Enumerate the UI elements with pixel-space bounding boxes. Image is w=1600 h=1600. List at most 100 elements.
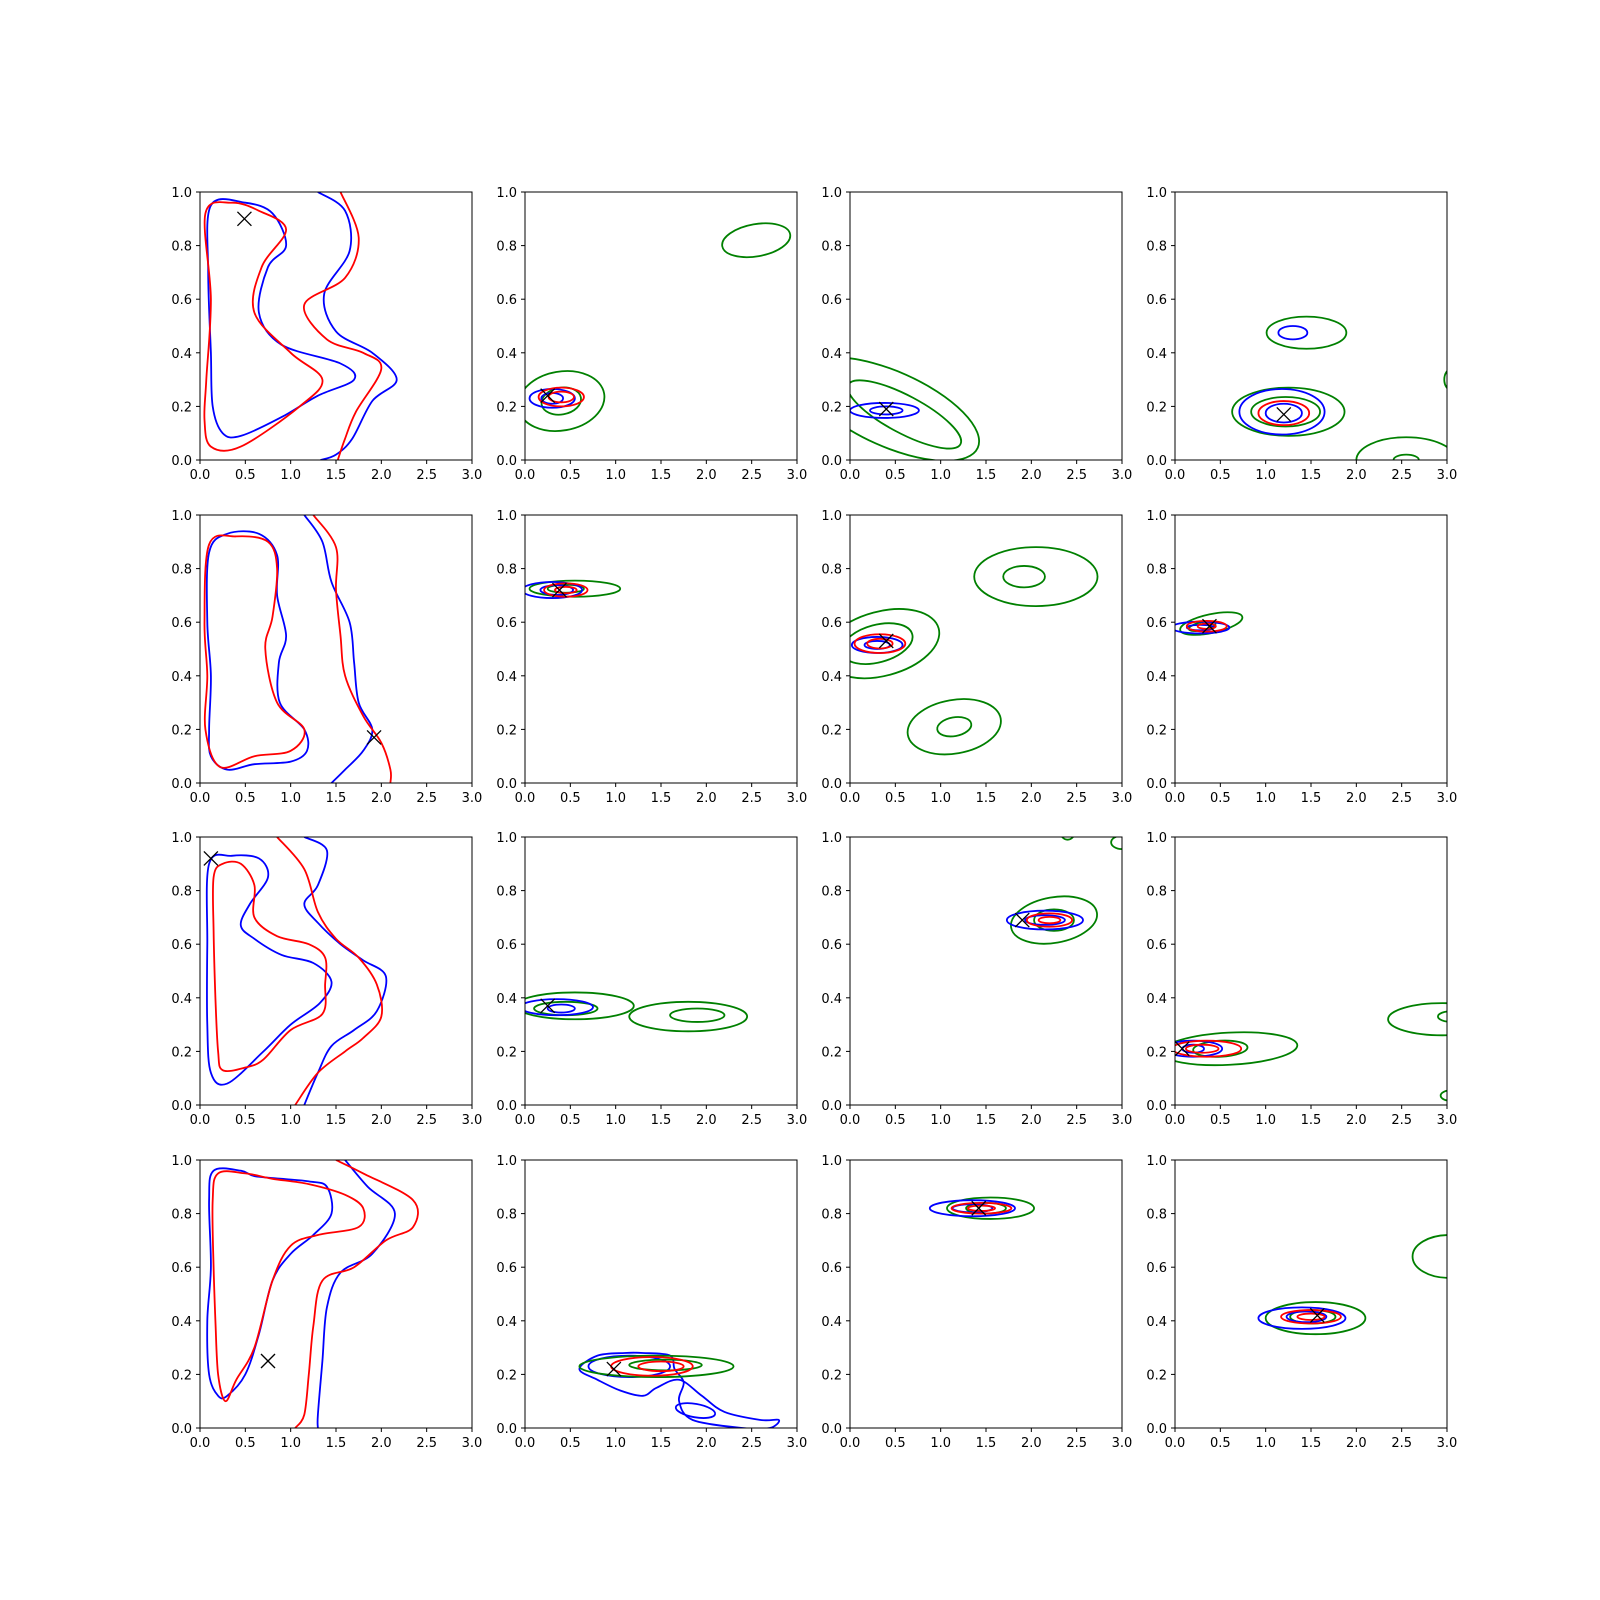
y-tick-label: 0.0 (171, 1099, 192, 1114)
y-tick-label: 0.8 (821, 1208, 842, 1223)
x-tick-label: 2.0 (1346, 1436, 1367, 1451)
y-tick-label: 1.0 (1146, 1154, 1167, 1169)
x-tick-label: 3.0 (462, 468, 483, 483)
y-tick-label: 0.4 (1146, 1315, 1167, 1330)
x-tick-label: 2.5 (1391, 791, 1412, 806)
x-tick-label: 3.0 (787, 1113, 808, 1128)
x-tick-label: 2.0 (1021, 791, 1042, 806)
x-tick-label: 1.0 (930, 1113, 951, 1128)
panel-r3c3: 0.0 0.5 1.0 1.5 2.0 2.5 3.0 0.0 0.2 0.4 0.6 0.8 1.0 (821, 831, 1132, 1128)
y-tick-label: 0.2 (1146, 400, 1167, 415)
y-tick-label: 0.0 (821, 1422, 842, 1437)
y-tick-label: 1.0 (1146, 509, 1167, 524)
blue-contour (525, 581, 584, 599)
green-contour (1033, 908, 1075, 932)
y-tick-label: 0.8 (1146, 885, 1167, 900)
y-tick-label: 0.2 (821, 400, 842, 415)
x-tick-label: 1.0 (280, 468, 301, 483)
contour-group (205, 837, 388, 1105)
blue-contour (539, 584, 574, 596)
blue-contour (1257, 1306, 1347, 1330)
green-contour (1443, 369, 1447, 390)
y-tick-label: 0.6 (821, 616, 842, 631)
panel-r3c2: 0.0 0.5 1.0 1.5 2.0 2.5 3.0 0.0 0.2 0.4 0.6 0.8 1.0 (496, 831, 807, 1128)
x-tick-label: 1.5 (1301, 1436, 1322, 1451)
x-tick-label: 0.5 (885, 468, 906, 483)
green-contour (850, 356, 980, 460)
x-tick-label: 0.5 (1210, 1436, 1231, 1451)
x-tick-label: 1.5 (976, 1436, 997, 1451)
panel-r1c2: 0.0 0.5 1.0 1.5 2.0 2.5 3.0 0.0 0.2 0.4 0.6 0.8 1.0 (496, 186, 807, 483)
red-contour (203, 534, 306, 769)
panel-r2c4: 0.0 0.5 1.0 1.5 2.0 2.5 3.0 0.0 0.2 0.4 0.6 0.8 1.0 (1146, 509, 1457, 806)
y-tick-label: 0.0 (171, 454, 192, 469)
x-tick-label: 0.0 (1165, 1436, 1186, 1451)
x-tick-label: 0.5 (235, 1113, 256, 1128)
x-marker (878, 633, 894, 649)
x-tick-label: 2.5 (1066, 1436, 1087, 1451)
x-tick-label: 0.5 (235, 1436, 256, 1451)
blue-contour (546, 1003, 576, 1014)
y-tick-label: 0.6 (171, 616, 192, 631)
x-tick-label: 2.0 (1346, 1113, 1367, 1128)
x-marker (551, 582, 567, 598)
y-tick-label: 0.2 (171, 723, 192, 738)
x-tick-label: 2.5 (741, 1113, 762, 1128)
y-tick-label: 0.8 (821, 563, 842, 578)
x-tick-label: 1.0 (1255, 1436, 1276, 1451)
y-tick-label: 0.4 (496, 1315, 517, 1330)
x-tick-label: 0.5 (235, 791, 256, 806)
x-tick-label: 1.5 (1301, 791, 1322, 806)
x-tick-label: 0.0 (515, 468, 536, 483)
contour-group (1231, 315, 1447, 460)
y-tick-label: 0.0 (496, 454, 517, 469)
green-contour (1175, 1031, 1299, 1067)
x-tick-label: 0.0 (190, 791, 211, 806)
y-tick-label: 0.6 (1146, 938, 1167, 953)
green-contour (1387, 1002, 1447, 1037)
panel-r1c4: 0.0 0.5 1.0 1.5 2.0 2.5 3.0 0.0 0.2 0.4 0.6 0.8 1.0 (1146, 186, 1457, 483)
x-marker (540, 388, 556, 404)
panel-r2c3: 0.0 0.5 1.0 1.5 2.0 2.5 3.0 0.0 0.2 0.4 0.6 0.8 1.0 (821, 509, 1132, 806)
y-tick-label: 0.8 (821, 240, 842, 255)
y-tick-label: 0.2 (821, 1368, 842, 1383)
blue-contour (317, 192, 398, 460)
x-tick-label: 3.0 (787, 468, 808, 483)
y-tick-label: 0.0 (171, 777, 192, 792)
y-tick-label: 0.8 (496, 1208, 517, 1223)
y-tick-label: 0.4 (821, 347, 842, 362)
green-contour (1061, 837, 1075, 841)
x-tick-label: 0.5 (885, 1113, 906, 1128)
x-tick-label: 1.0 (1255, 791, 1276, 806)
y-tick-label: 1.0 (821, 1154, 842, 1169)
x-tick-label: 0.0 (840, 1113, 861, 1128)
x-tick-label: 3.0 (787, 1436, 808, 1451)
y-tick-label: 0.4 (1146, 992, 1167, 1007)
y-tick-label: 0.6 (1146, 1261, 1167, 1276)
y-tick-label: 1.0 (171, 831, 192, 846)
x-marker (1309, 1307, 1325, 1323)
x-tick-label: 1.0 (605, 791, 626, 806)
y-tick-label: 1.0 (821, 831, 842, 846)
x-tick-label: 0.0 (840, 791, 861, 806)
y-tick-label: 0.0 (1146, 1099, 1167, 1114)
x-tick-label: 0.0 (515, 1113, 536, 1128)
blue-contour (1005, 909, 1084, 931)
y-tick-label: 0.4 (1146, 670, 1167, 685)
blue-contour (303, 515, 374, 783)
red-contour (1175, 1039, 1243, 1058)
y-tick-label: 0.8 (171, 1208, 192, 1223)
y-tick-label: 0.6 (821, 293, 842, 308)
green-contour (578, 1354, 735, 1378)
green-contour (1231, 386, 1346, 437)
green-contour (1411, 1234, 1447, 1279)
x-tick-label: 2.5 (416, 1436, 437, 1451)
blue-contour (1264, 402, 1303, 424)
red-contour (276, 837, 384, 1105)
red-contour (1280, 1309, 1342, 1325)
x-tick-label: 2.5 (416, 791, 437, 806)
x-tick-label: 2.5 (741, 468, 762, 483)
red-contour (1257, 400, 1311, 427)
y-tick-label: 0.2 (171, 400, 192, 415)
x-tick-label: 0.5 (1210, 1113, 1231, 1128)
